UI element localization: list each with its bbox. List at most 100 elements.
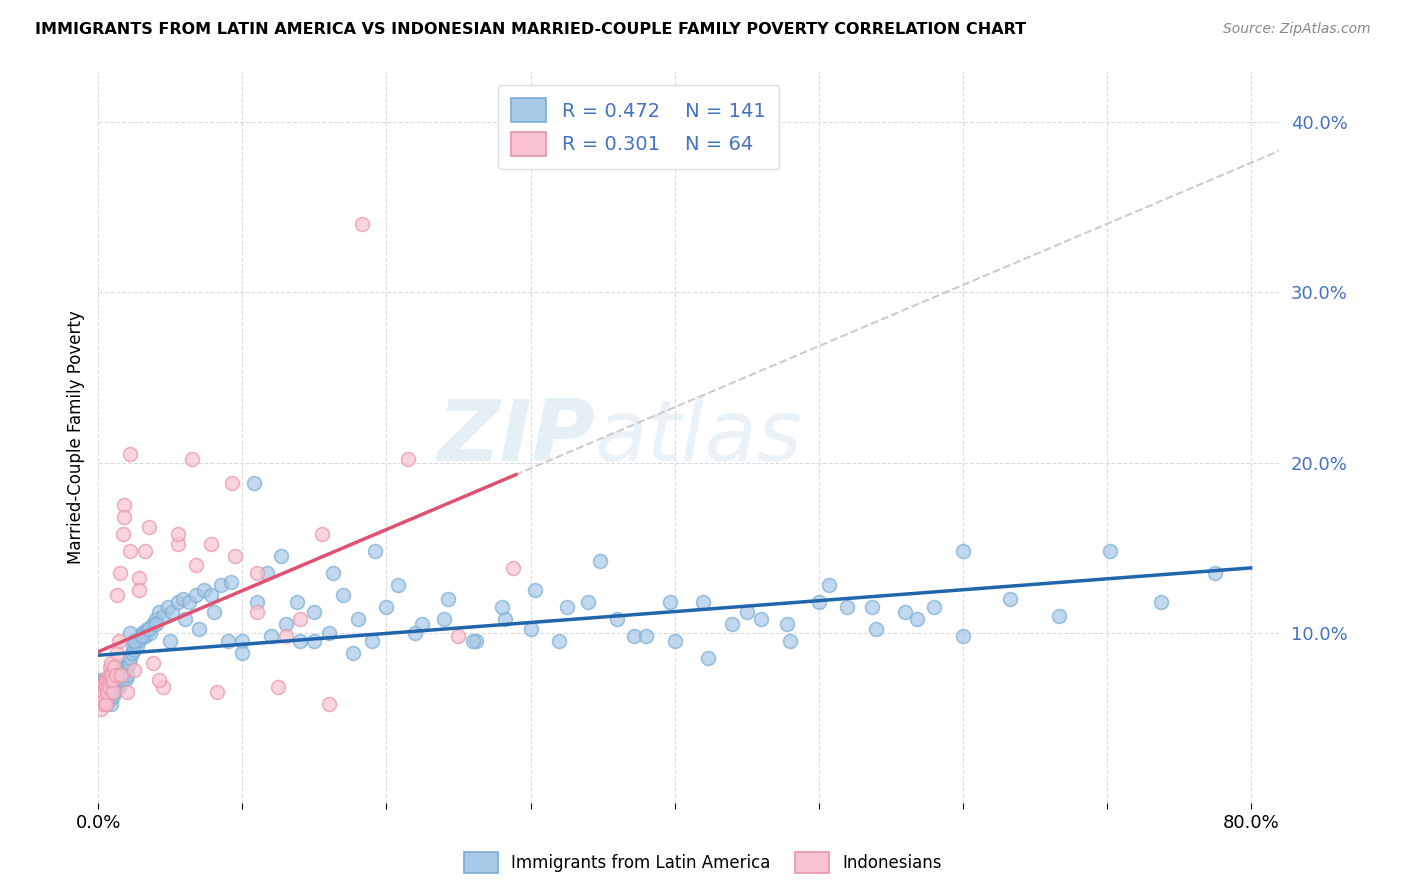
Point — [807, 595, 830, 609]
Point — [131, 629, 153, 643]
Point — [97, 668, 120, 682]
Point — [100, 680, 122, 694]
Point — [100, 672, 122, 686]
Point — [111, 527, 134, 541]
Point — [172, 591, 194, 606]
Point — [860, 600, 883, 615]
Point — [121, 646, 143, 660]
Point — [98, 659, 121, 673]
Point — [447, 629, 470, 643]
Point — [205, 685, 228, 699]
Point — [89, 680, 111, 694]
Point — [576, 595, 599, 609]
Point — [181, 452, 204, 467]
Point — [94, 672, 117, 686]
Point — [548, 634, 571, 648]
Point — [98, 685, 121, 699]
Point — [159, 634, 181, 648]
Point — [111, 665, 134, 679]
Point — [112, 498, 135, 512]
Point — [332, 588, 354, 602]
Point — [110, 663, 132, 677]
Point — [396, 452, 419, 467]
Point — [100, 657, 122, 671]
Point — [692, 595, 714, 609]
Point — [127, 640, 149, 654]
Point — [256, 566, 278, 581]
Point — [156, 600, 179, 615]
Point — [91, 689, 114, 703]
Point — [91, 677, 114, 691]
Point — [998, 591, 1021, 606]
Point — [90, 702, 112, 716]
Point — [749, 612, 772, 626]
Point — [112, 510, 135, 524]
Point — [90, 685, 112, 699]
Point — [104, 680, 127, 694]
Point — [837, 600, 859, 615]
Point — [404, 625, 426, 640]
Point — [243, 475, 266, 490]
Point — [134, 544, 156, 558]
Point — [138, 520, 160, 534]
Point — [108, 677, 131, 691]
Point — [433, 612, 456, 626]
Point — [318, 697, 340, 711]
Point — [311, 527, 333, 541]
Point — [202, 605, 225, 619]
Point — [101, 673, 124, 688]
Point — [97, 673, 120, 688]
Point — [304, 634, 326, 648]
Point — [285, 595, 308, 609]
Point — [103, 685, 125, 699]
Point — [120, 447, 142, 461]
Point — [865, 622, 887, 636]
Point — [922, 600, 945, 615]
Point — [115, 659, 138, 673]
Y-axis label: Married-Couple Family Poverty: Married-Couple Family Poverty — [66, 310, 84, 564]
Point — [1150, 595, 1173, 609]
Point — [108, 668, 131, 682]
Point — [91, 690, 114, 705]
Point — [98, 689, 121, 703]
Point — [148, 673, 170, 688]
Point — [93, 677, 115, 691]
Point — [817, 578, 839, 592]
Point — [502, 561, 524, 575]
Point — [93, 694, 115, 708]
Point — [89, 685, 111, 699]
Point — [623, 629, 645, 643]
Point — [90, 680, 112, 694]
Point — [224, 549, 246, 563]
Point — [464, 634, 486, 648]
Point — [104, 672, 127, 686]
Legend: Immigrants from Latin America, Indonesians: Immigrants from Latin America, Indonesia… — [458, 846, 948, 880]
Point — [346, 612, 368, 626]
Point — [110, 672, 132, 686]
Point — [231, 646, 253, 660]
Point — [179, 595, 201, 609]
Point — [105, 588, 128, 602]
Point — [173, 612, 195, 626]
Point — [125, 634, 148, 648]
Point — [1204, 566, 1226, 581]
Point — [93, 673, 115, 688]
Point — [491, 600, 513, 615]
Point — [274, 617, 297, 632]
Point — [523, 583, 546, 598]
Point — [114, 672, 136, 686]
Point — [318, 625, 340, 640]
Point — [361, 634, 384, 648]
Point — [114, 663, 136, 677]
Point — [98, 677, 121, 691]
Point — [128, 583, 150, 598]
Point — [905, 612, 928, 626]
Point — [136, 622, 159, 636]
Point — [103, 677, 125, 691]
Point — [193, 583, 215, 598]
Point — [112, 659, 135, 673]
Point — [101, 685, 124, 699]
Point — [519, 622, 541, 636]
Point — [217, 634, 239, 648]
Point — [120, 651, 142, 665]
